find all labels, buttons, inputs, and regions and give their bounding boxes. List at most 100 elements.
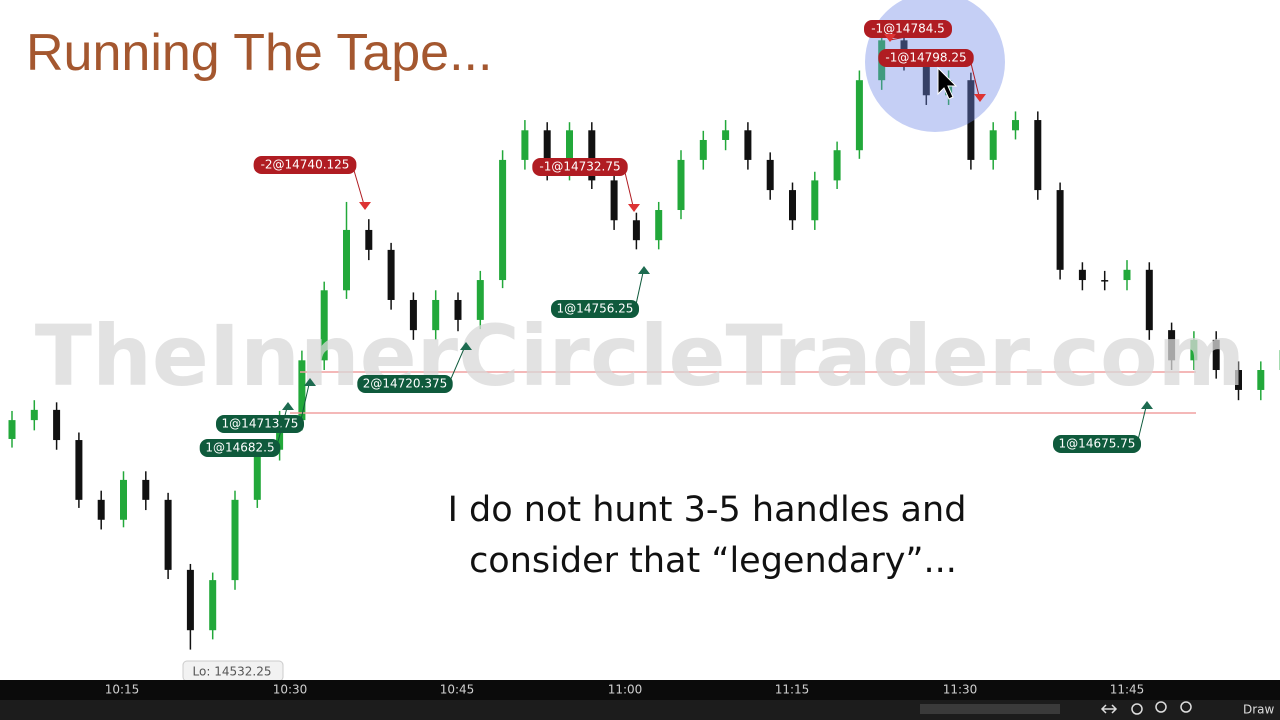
time-label: 11:15 [775,683,810,697]
candle-body [699,139,707,160]
time-label: 11:30 [943,683,978,697]
order-badge [532,158,628,176]
time-label: 10:30 [273,683,308,697]
time-label: 10:15 [105,683,140,697]
toolbar-icons [1100,701,1192,715]
candle-body [521,130,529,160]
order-label: -2@14740.125 [261,158,350,172]
candle-body [142,479,150,500]
order-connector [448,343,467,385]
candle-body [320,290,328,361]
title: Running The Tape... [26,24,492,82]
order-arrow [359,202,371,210]
candle-body [967,80,975,160]
candle-body [1212,339,1220,371]
candle-body [454,299,462,320]
toolbar [0,700,1280,720]
order-badge [357,375,453,393]
order-badge [878,49,974,67]
candle-body [53,409,61,441]
scrollbar[interactable] [920,704,1060,714]
candle-body [789,190,796,221]
order-badge [1053,435,1141,453]
caption: I do not hunt 3-5 handles and [448,490,967,530]
order-badge [199,439,281,457]
order-arrow [638,266,650,274]
candle-body [476,280,484,320]
candle-body [209,580,217,631]
order-badge [864,20,952,38]
icon[interactable] [1131,703,1143,715]
candle-body [766,159,774,191]
candles [8,31,1280,650]
candle-body [365,229,373,250]
time-labels: 10:15 10:30 10:45 11:00 11:15 11:30 11:45 [105,683,1145,697]
candle-body [97,499,105,520]
candle-body [543,130,551,171]
order-arrow [460,342,472,350]
candle-body [1235,370,1242,390]
order-connector [623,166,635,211]
candle-body [989,130,997,160]
candle-body [1190,339,1198,361]
candle-body [744,130,752,160]
candle-body [186,569,194,631]
candle-body [588,130,596,181]
time-label: 11:00 [608,683,643,697]
order-arrow [884,34,896,42]
candle-body [922,60,930,96]
order-label: 1@14675.75 [1059,437,1136,451]
candle-body [1078,269,1086,281]
order-arrow [974,94,986,102]
icon[interactable] [1100,704,1118,714]
order-badge [253,156,357,174]
candle-body [566,130,573,171]
candle-body [1123,269,1131,281]
order-connector [275,403,289,449]
order-label: 1@14756.25 [557,302,634,316]
candle-body [722,130,730,140]
order-arrow [1141,401,1153,409]
icon[interactable] [1155,701,1167,713]
order-label: 1@14682.5 [205,441,274,455]
candle-body [120,479,127,520]
icon[interactable] [1180,701,1192,713]
candle-body [1257,370,1265,390]
order-label: -1@14732.75 [539,160,620,174]
candle-body [164,499,172,570]
candle-body [231,499,239,581]
order-label: 2@14720.375 [363,377,448,391]
order-connector [351,164,366,209]
toolbar-label[interactable]: Draw [1243,703,1275,717]
candle-body [75,440,83,500]
candle-body [1012,120,1019,131]
time-label: 11:45 [1110,683,1145,697]
order-label: -1@14798.25 [885,51,966,65]
candle-body [8,420,16,439]
candle-body [1168,330,1176,361]
candle-body [298,360,306,421]
candle-body [387,249,395,300]
candle-body [409,299,417,331]
candle-body [632,220,640,241]
order-arrow [304,378,316,386]
time-label: 10:45 [440,683,475,697]
candle-body [610,180,618,221]
candle-body [1101,280,1109,282]
candle-body [855,80,863,151]
candle-body [499,159,507,281]
candle-body [655,210,663,241]
candle-body [30,409,38,421]
candle-body [1056,190,1064,270]
candle-body [343,229,350,291]
candle-body [432,299,440,331]
cursor [937,66,958,100]
orders: -2@14740.125 -1@14732.75 -1@14784.5 -1@1479… [199,20,1153,457]
order-arrow [628,204,640,212]
order-badge [551,300,639,318]
time-axis [0,680,1280,700]
candle-body [811,180,819,221]
candle-body [677,159,685,211]
